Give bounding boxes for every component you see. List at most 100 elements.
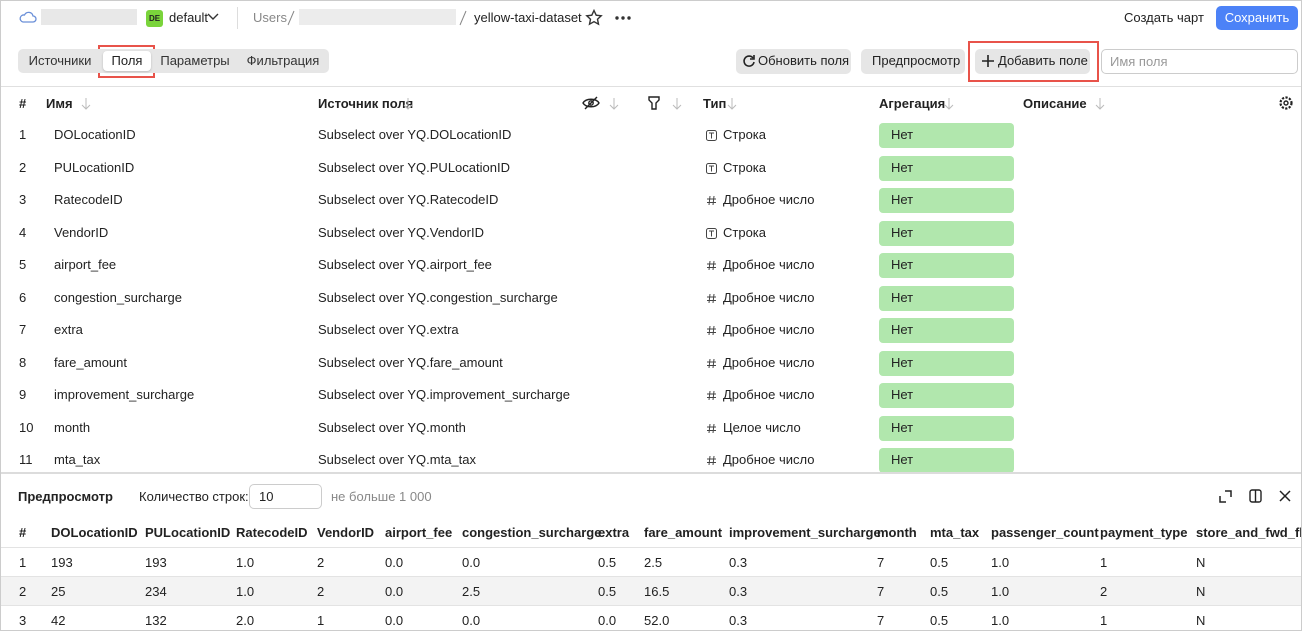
aggregation-select[interactable]: Нет (879, 155, 1014, 181)
field-name[interactable]: DOLocationID (54, 127, 136, 142)
rows-label: Количество строк: (139, 489, 249, 504)
aggregation-select[interactable]: Нет (879, 350, 1014, 376)
preview-cell: 7 (877, 613, 885, 628)
rows-hint: не больше 1 000 (331, 489, 432, 504)
field-type[interactable]: Строка (723, 224, 767, 240)
string-type-icon (706, 162, 717, 174)
preview-column-header: PULocationID (145, 525, 231, 540)
field-name[interactable]: improvement_surcharge (54, 387, 195, 402)
field-type[interactable]: Дробное число (723, 322, 815, 337)
tab[interactable]: Поля (103, 51, 151, 71)
visibility-icon (582, 96, 600, 110)
refresh-button[interactable]: Обновить поля (736, 49, 851, 74)
aggregation-value: Нет (891, 127, 914, 142)
field-name[interactable]: extra (54, 322, 83, 337)
formula-icon (648, 96, 660, 110)
field-type[interactable]: Дробное число (723, 192, 815, 207)
aggregation-value: Нет (891, 387, 914, 402)
aggregation-select[interactable]: Нет (879, 220, 1014, 246)
breadcrumb[interactable]: Users (253, 10, 287, 25)
save-button[interactable]: Сохранить (1216, 6, 1298, 30)
field-type[interactable]: Дробное число (723, 387, 815, 402)
field-name[interactable]: fare_amount (54, 354, 127, 370)
field-type[interactable]: Дробное число (723, 257, 815, 272)
field-type[interactable]: Дробное число (723, 289, 815, 305)
tab[interactable]: Источники (28, 53, 92, 68)
column-header[interactable]: Имя (46, 96, 73, 111)
aggregation-select[interactable]: Нет (879, 123, 1014, 148)
preview-label: Предпросмотр (872, 53, 961, 68)
aggregation-select[interactable]: Нет (879, 188, 1014, 213)
preview-cell: 2.0 (236, 613, 255, 628)
preview-column-header: RatecodeID (236, 525, 308, 540)
preview-column-header: mta_tax (930, 525, 980, 540)
refresh-label: Обновить поля (758, 53, 850, 68)
field-source: Subselect over YQ.improvement_surcharge (318, 387, 570, 402)
highlight (968, 41, 1099, 82)
preview-cell: 0.0 (598, 613, 617, 628)
slash (287, 10, 295, 26)
field-type[interactable]: Дробное число (723, 354, 815, 370)
rows-input[interactable]: 10 (249, 484, 322, 509)
column-header[interactable]: Агрегация (879, 96, 946, 111)
preview-cell: 2 (317, 584, 325, 599)
row-number: 10 (19, 419, 34, 435)
field-type[interactable]: Строка (723, 159, 767, 175)
preview-button[interactable]: Предпросмотр (861, 49, 965, 74)
tab[interactable]: Фильтрация (246, 53, 320, 68)
column-header[interactable]: # (19, 96, 27, 111)
aggregation-value: Нет (891, 322, 914, 337)
preview-cell: 234 (145, 584, 167, 599)
preview-cell: 0.5 (598, 555, 617, 570)
number-type-icon (707, 195, 716, 206)
more-menu[interactable] (614, 15, 632, 21)
column-header[interactable]: Описание (1023, 96, 1087, 111)
field-type[interactable]: Дробное число (723, 452, 815, 467)
field-name[interactable]: PULocationID (54, 159, 135, 175)
cloud-icon (19, 11, 37, 23)
preview-cell: 1.0 (991, 584, 1010, 599)
aggregation-select[interactable]: Нет (879, 285, 1014, 311)
row-number: 7 (19, 322, 27, 337)
field-name[interactable]: congestion_surcharge (54, 289, 182, 305)
settings-icon (1279, 96, 1293, 110)
row-number: 2 (19, 159, 27, 175)
aggregation-value: Нет (891, 419, 914, 435)
chevron[interactable] (207, 13, 219, 21)
row-number: 8 (19, 354, 27, 370)
number-type-icon (707, 293, 716, 303)
row-number: 3 (19, 192, 27, 207)
preview-cell: 42 (51, 613, 66, 628)
preview-cell: 52.0 (644, 613, 670, 628)
field-name[interactable]: month (54, 419, 91, 435)
aggregation-select[interactable]: Нет (879, 415, 1014, 441)
tab[interactable]: Параметры (160, 53, 230, 68)
preview-cell: 0.0 (385, 584, 404, 599)
preview-cell: 1 (1100, 613, 1108, 628)
create-chart[interactable]: Создать чарт (1124, 10, 1204, 25)
column-header[interactable]: Тип (703, 96, 727, 111)
aggregation-select[interactable]: Нет (879, 448, 1014, 473)
preview-column-header: airport_fee (385, 525, 453, 540)
field-name[interactable]: airport_fee (54, 257, 117, 272)
search-input[interactable]: Имя поля (1101, 49, 1298, 74)
field-type[interactable]: Строка (723, 127, 767, 142)
field-name[interactable]: mta_tax (54, 452, 101, 467)
add-field-button[interactable]: Добавить поле (975, 49, 1090, 74)
preview-column-header: DOLocationID (51, 525, 138, 540)
preview-cell: 1.0 (991, 555, 1010, 570)
field-name[interactable]: RatecodeID (54, 192, 123, 207)
preview-cell: 132 (145, 613, 167, 628)
workspace-name[interactable]: default (169, 10, 209, 25)
preview-cell: 0.3 (729, 613, 748, 628)
aggregation-select[interactable]: Нет (879, 253, 1014, 278)
number-type-icon (707, 260, 716, 271)
field-type[interactable]: Целое число (723, 419, 801, 435)
aggregation-select[interactable]: Нет (879, 383, 1014, 408)
favorite-star[interactable] (585, 9, 603, 27)
aggregation-select[interactable]: Нет (879, 318, 1014, 343)
field-name[interactable]: VendorID (54, 224, 109, 240)
column-header[interactable]: Источник поля (318, 96, 414, 111)
field-source: Subselect over YQ.PULocationID (318, 159, 510, 175)
